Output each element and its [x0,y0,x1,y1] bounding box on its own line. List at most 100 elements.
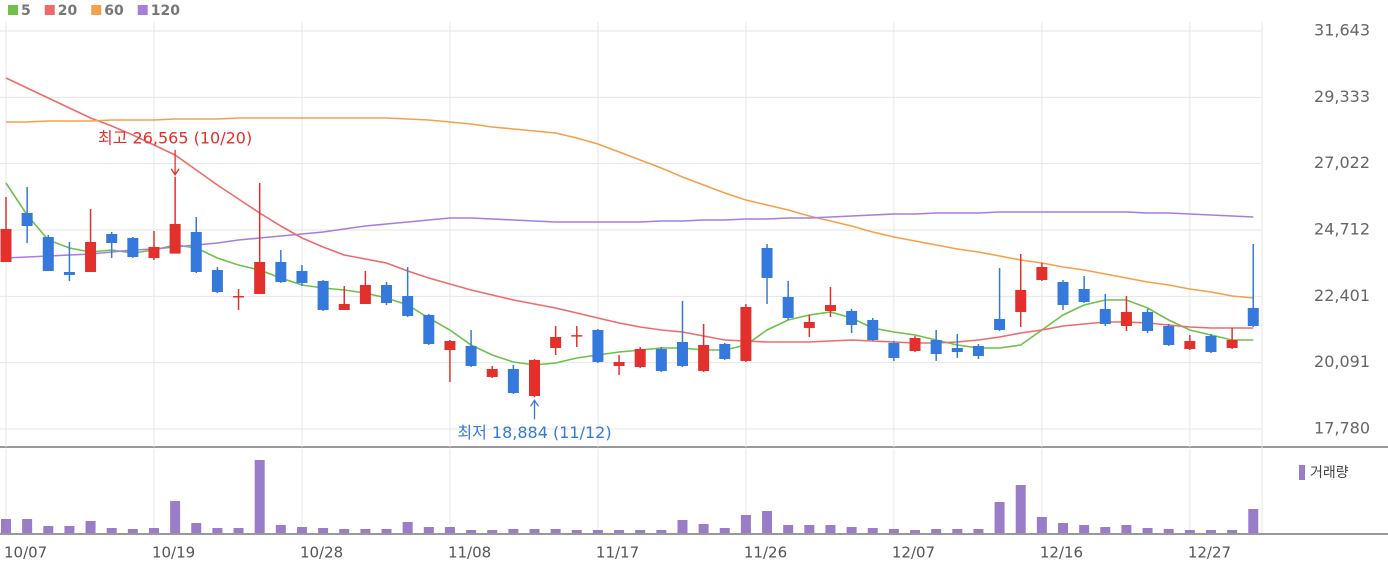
volume-bar [804,525,815,533]
candle-body [930,340,942,354]
x-tick-label: 11/26 [744,544,787,562]
candle-body [951,347,963,353]
volume-bar [846,527,857,533]
volume-bar [910,530,921,533]
volume-legend-swatch [1299,465,1305,480]
volume-bar [1015,485,1026,533]
y-tick-label: 20,091 [1314,352,1370,371]
legend-label: 20 [58,3,78,19]
candle-body [106,234,118,243]
ma-line [5,182,1254,366]
candle-body [254,261,266,294]
volume-bar [170,501,181,533]
y-tick-label: 31,643 [1314,21,1370,40]
candle-body [888,342,900,358]
y-tick-label: 27,022 [1314,153,1370,172]
volume-bar [339,529,350,533]
legend-swatch [44,5,55,15]
x-tick-label: 11/17 [596,544,639,562]
volume-bar [191,523,202,533]
candle-body [655,348,667,371]
volume-bar [740,515,751,533]
volume-bar [677,520,688,533]
candle-body [1015,289,1027,312]
volume-bar [931,529,942,533]
candle-body [550,336,562,348]
candle-body [211,269,223,292]
volume-bar [381,529,392,533]
volume-bar [1,519,11,533]
candle-body [127,237,139,258]
candle-body [972,345,984,356]
candle-body [423,314,435,344]
volume-bar [1163,529,1174,533]
volume-bar [1184,530,1195,533]
annotation-low: 최저 18,884 (11/12) [457,423,611,442]
candle-body [444,340,456,350]
candle-body [169,223,181,254]
volume-bar [402,522,413,533]
volume-bar [22,519,33,533]
x-tick-label: 10/19 [152,544,195,562]
y-tick-label: 17,780 [1314,419,1370,438]
candle-body [1226,340,1238,348]
candle-body [507,368,519,393]
volume-bar [1100,527,1111,533]
x-tick-label: 10/07 [4,544,47,562]
volume-bar [1121,525,1132,533]
candle-body [698,344,710,371]
volume-bar [1227,530,1238,533]
ma-line [5,211,1254,259]
volume-bar [1142,528,1153,533]
candle-body [402,295,414,316]
annotation-high: 최고 26,565 (10/20) [98,128,252,147]
candle-body [529,359,540,396]
x-tick-label: 10/28 [300,544,343,562]
volume-bar [825,525,836,533]
candle-body [1142,311,1154,331]
candle-body [1120,311,1132,326]
candle-body [676,341,688,366]
legend-label: 5 [21,3,31,19]
legend-swatch [91,5,102,15]
volume-bar [550,529,561,533]
volume-bar [233,528,244,533]
candle-body [63,271,75,275]
volume-bar [698,524,709,533]
candle-body [803,321,815,328]
volume-bar [1205,530,1216,533]
volume-bar [888,529,899,533]
candle-body [571,335,583,337]
candle-body [719,343,731,359]
volume-bar [1058,523,1068,533]
volume-bar [275,525,286,533]
volume-bar [85,521,96,533]
candle-body [486,368,498,377]
annotation-arrowhead [529,399,540,407]
candle-body [338,303,350,310]
candle-body [1099,308,1111,324]
y-tick-label: 24,712 [1314,219,1370,238]
candle-body [148,246,160,258]
volume-bar [423,527,434,533]
candle-body [1247,307,1259,326]
candle-body [42,236,54,271]
candle-body [0,228,12,262]
volume-bar [487,530,498,533]
ma-line [6,117,1254,299]
volume-bar [43,526,54,533]
volume-bar [719,528,730,533]
volume-bar [148,528,159,533]
volume-bar [783,525,794,533]
volume-bar [212,528,223,533]
volume-bar [635,530,646,533]
volume-bar [614,530,625,533]
candle-body [296,270,308,283]
candle-body [233,295,245,298]
candle-body [846,310,858,325]
x-tick-label: 12/07 [892,544,935,562]
volume-bar [1248,509,1259,533]
volume-bar [571,530,582,533]
volume-bar [360,529,371,533]
volume-bar [592,530,603,533]
